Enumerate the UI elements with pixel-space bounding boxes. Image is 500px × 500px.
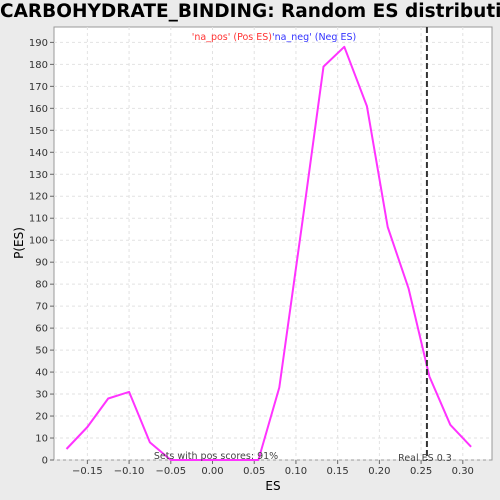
x-tick-label: 0.05 [243, 466, 265, 477]
y-axis-label: P(ES) [12, 227, 26, 259]
x-tick-label: 0.20 [368, 466, 390, 477]
x-tick-label: −0.15 [72, 466, 103, 477]
y-tick-label: 120 [29, 192, 48, 203]
y-axis: 0 10 20 30 40 50 60 70 80 90 100 110 120 130 140 150 160… [29, 38, 54, 467]
y-tick-label: 10 [35, 434, 48, 445]
y-tick-label: 60 [35, 324, 48, 335]
x-tick-label: 0.15 [327, 466, 349, 477]
pos-scores-annotation: Sets with pos scores: 91% [154, 451, 278, 462]
y-tick-label: 170 [29, 82, 48, 93]
y-tick-label: 190 [29, 38, 48, 49]
y-tick-label: 0 [42, 456, 48, 467]
real-es-label: Real ES 0.3 [398, 453, 452, 464]
x-tick-label: 0.25 [410, 466, 432, 477]
legend-neg: 'na_neg' (Neg ES) [272, 32, 356, 43]
x-tick-label: 0.10 [285, 466, 307, 477]
x-tick-label: 0.30 [452, 466, 474, 477]
y-tick-label: 100 [29, 236, 48, 247]
y-tick-label: 130 [29, 170, 48, 181]
y-tick-label: 110 [29, 214, 48, 225]
y-tick-label: 80 [35, 280, 48, 291]
x-tick-label: −0.05 [155, 466, 186, 477]
y-tick-label: 70 [35, 302, 48, 313]
x-tick-label: −0.10 [114, 466, 145, 477]
y-tick-label: 20 [35, 412, 48, 423]
x-axis-label: ES [265, 479, 280, 493]
y-tick-label: 30 [35, 390, 48, 401]
x-tick-label: 0.00 [201, 466, 223, 477]
y-tick-label: 50 [35, 346, 48, 357]
legend-pos: 'na_pos' (Pos ES) [192, 32, 272, 43]
y-tick-label: 160 [29, 104, 48, 115]
y-tick-label: 40 [35, 368, 48, 379]
y-tick-label: 90 [35, 258, 48, 269]
y-tick-label: 180 [29, 60, 48, 71]
y-tick-label: 150 [29, 126, 48, 137]
y-tick-label: 140 [29, 148, 48, 159]
